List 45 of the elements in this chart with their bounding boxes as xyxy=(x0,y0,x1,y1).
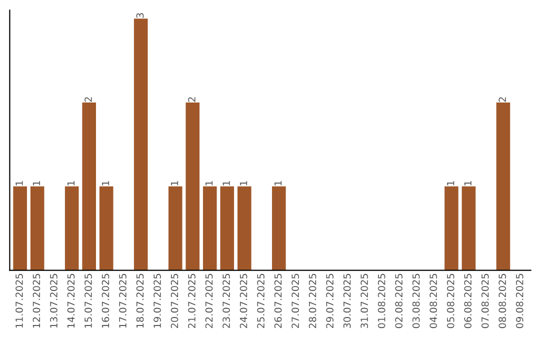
data-label: 1 xyxy=(274,181,282,186)
x-tick-label: 25.07.2025 xyxy=(257,274,264,328)
data-label: 1 xyxy=(170,181,178,186)
x-tick-label: 20.07.2025 xyxy=(170,274,178,328)
x-tick-label: 18.07.2025 xyxy=(136,274,144,328)
x-tick-label: 27.07.2025 xyxy=(292,274,299,328)
data-label: 1 xyxy=(222,181,230,186)
x-tick-label: 03.08.2025 xyxy=(412,274,420,328)
x-tick-label: 08.08.2025 xyxy=(498,274,506,328)
data-label: 2 xyxy=(188,97,196,102)
x-tick-label: 24.07.2025 xyxy=(240,274,248,328)
x-tick-label: 29.07.2025 xyxy=(326,274,334,328)
x-tick-label: 09.08.2025 xyxy=(516,274,524,328)
x-tick-label: 05.08.2025 xyxy=(446,274,454,328)
x-tick-label: 26.07.2025 xyxy=(274,274,282,328)
data-label: 2 xyxy=(84,97,92,102)
data-label: 1 xyxy=(67,181,75,186)
data-label: 1 xyxy=(240,181,248,186)
data-label: 1 xyxy=(102,181,110,186)
data-label: 1 xyxy=(16,181,23,186)
x-tick-label: 28.07.2025 xyxy=(308,274,316,328)
x-tick-label: 06.08.2025 xyxy=(464,274,472,328)
x-tick-label: 02.08.2025 xyxy=(395,274,403,328)
data-label: 1 xyxy=(205,181,213,186)
data-label: 1 xyxy=(447,181,454,186)
x-tick-label: 07.08.2025 xyxy=(481,274,489,328)
data-label: 1 xyxy=(32,181,40,186)
x-tick-label: 14.07.2025 xyxy=(67,274,75,328)
x-tick-label: 13.07.2025 xyxy=(50,274,58,328)
x-tick-label: 17.07.2025 xyxy=(119,274,126,328)
x-tick-label: 01.08.2025 xyxy=(378,274,386,328)
x-tick-label: 11.07.2025 xyxy=(16,274,23,328)
x-tick-label: 16.07.2025 xyxy=(102,274,110,328)
data-label: 3 xyxy=(136,13,144,18)
x-tick-label: 04.08.2025 xyxy=(430,274,438,328)
data-label: 2 xyxy=(498,97,506,102)
x-tick-label: 21.07.2025 xyxy=(188,274,196,328)
x-tick-label: 30.07.2025 xyxy=(343,274,351,328)
x-tick-label: 31.07.2025 xyxy=(360,274,368,328)
x-tick-label: 12.07.2025 xyxy=(32,274,40,328)
x-tick-label: 15.07.2025 xyxy=(84,274,92,328)
x-tick-label: 22.07.2025 xyxy=(205,274,213,328)
data-label: 1 xyxy=(464,181,472,186)
x-tick-label: 19.07.2025 xyxy=(154,274,161,328)
x-tick-label: 23.07.2025 xyxy=(222,274,230,328)
